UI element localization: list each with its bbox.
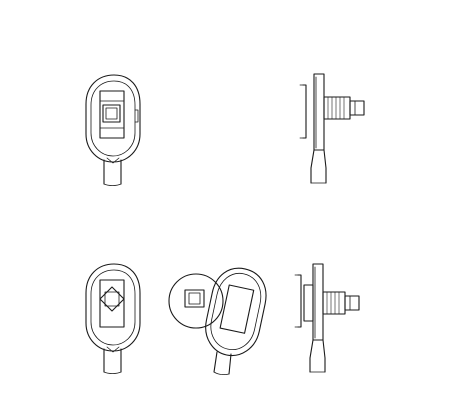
oblique-handle-tail-end <box>213 371 230 375</box>
handle-shaft-b <box>103 348 122 373</box>
oblique-head-outer <box>205 267 267 357</box>
handle-shaft-end-b <box>103 371 122 374</box>
side-bracket-b <box>297 274 302 328</box>
head-bottom-tip-b <box>106 346 120 353</box>
side-body <box>313 73 325 151</box>
head-inner-outline <box>90 80 136 157</box>
handle-front-view-bottom <box>85 263 141 374</box>
side-handle-tail <box>310 149 327 184</box>
head-side-notch <box>134 109 139 123</box>
square-drive <box>102 104 121 123</box>
handle-side-view-top <box>299 73 365 184</box>
disc-square-drive-inner <box>188 292 201 305</box>
side-body-b <box>312 263 324 341</box>
head-outer-outline-b <box>85 263 141 352</box>
square-drive-inner <box>105 107 118 120</box>
side-drive-stub <box>349 100 365 116</box>
side-bracket <box>302 84 307 139</box>
side-handle-tail-b <box>309 339 326 373</box>
handle-shaft-end <box>103 183 122 186</box>
drive-disc <box>168 273 224 329</box>
oblique-head-inner <box>210 272 262 351</box>
insert-pocket <box>99 90 125 139</box>
diamond-drive-inner <box>104 291 120 307</box>
handle-oblique-view-bottom <box>168 267 267 375</box>
insert-pocket-b <box>99 279 125 328</box>
handle-side-view-bottom <box>294 263 360 373</box>
head-bottom-tip <box>106 157 120 164</box>
head-outer-outline <box>85 74 141 163</box>
oblique-head <box>205 267 267 357</box>
handle-front-view-top <box>85 74 141 186</box>
side-collar-ribs <box>327 96 345 120</box>
side-collar-ribs-b <box>326 291 340 315</box>
side-collar-b <box>322 291 346 315</box>
oblique-handle-tail <box>213 351 232 375</box>
side-drive-stub-b <box>344 295 360 311</box>
side-disc-edge <box>303 284 314 322</box>
handle-shaft <box>103 159 122 185</box>
disc-square-drive <box>184 289 205 308</box>
diamond-drive <box>99 286 125 312</box>
oblique-pocket <box>219 284 255 334</box>
head-inner-outline-b <box>90 269 136 346</box>
